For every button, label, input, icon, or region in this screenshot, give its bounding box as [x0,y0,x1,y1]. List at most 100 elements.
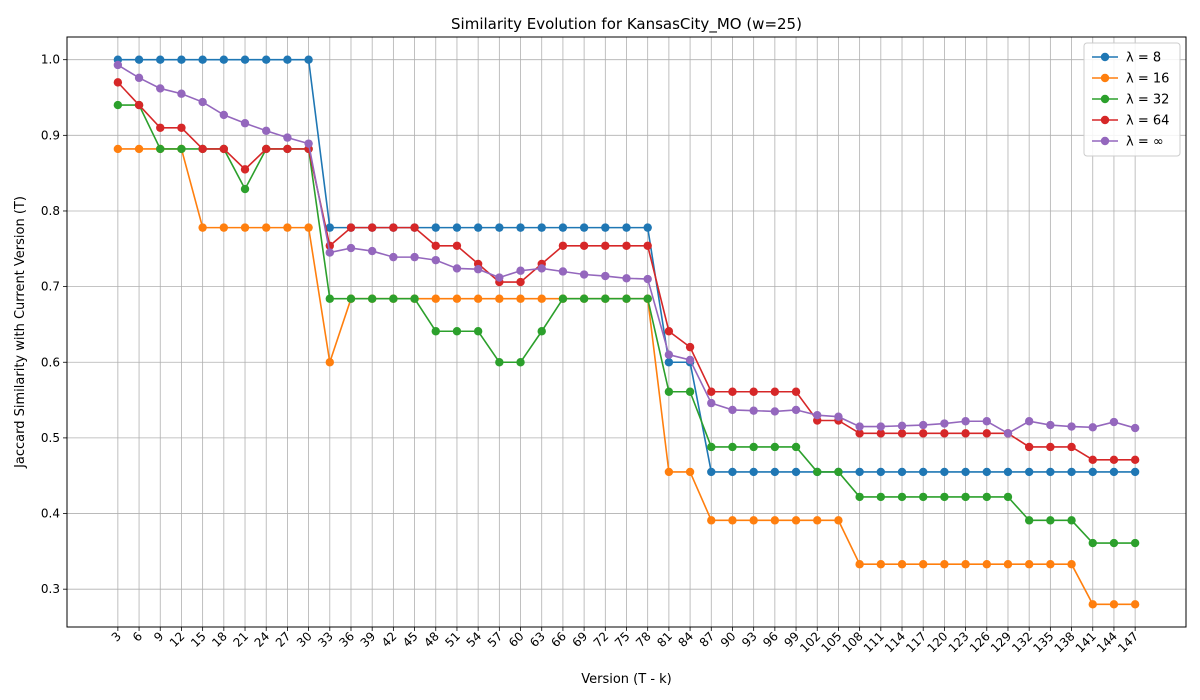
data-point [982,429,991,438]
data-point [389,223,398,232]
data-point [919,560,928,569]
x-tick-label: 144 [1094,629,1120,655]
data-point [749,516,758,525]
legend-marker [1100,73,1110,83]
data-point [537,294,546,303]
data-point [601,223,610,232]
data-point [240,119,250,128]
data-point [304,139,313,148]
y-tick-label: 0.6 [41,355,60,369]
data-point [982,417,991,426]
data-point [897,492,907,502]
x-tick-label: 105 [818,629,844,655]
data-point [897,560,907,569]
x-tick-label: 111 [861,629,887,655]
data-point [1109,417,1119,427]
data-point [728,442,737,452]
data-point [1088,423,1097,432]
data-point [1130,600,1140,609]
data-point [664,358,674,367]
data-point [134,144,144,154]
x-tick-label: 102 [797,629,823,655]
x-tick-label: 87 [697,629,718,650]
x-axis: 3 6 9 12 15 18 21 24 27 30 33 36 39 42 45 48 51 54 57 60 63 6… [109,627,1141,655]
data-point [770,407,780,416]
x-tick-label: 6 [130,629,145,644]
data-point [452,223,462,232]
data-point [940,467,949,477]
data-point [813,516,822,525]
data-point [791,405,801,415]
legend-label: λ = 32 [1126,93,1169,108]
data-point [473,327,483,336]
x-tick-label: 123 [946,629,972,655]
series-5 [113,60,1140,438]
data-point [982,560,991,569]
data-point [367,294,377,303]
data-point [473,294,483,303]
x-tick-label: 129 [988,629,1014,655]
data-point [940,429,949,438]
x-tick-label: 114 [882,629,908,655]
data-point [685,387,695,396]
data-point [452,241,462,250]
data-point [262,126,271,135]
data-point [1046,442,1055,452]
data-point [834,412,843,421]
data-point [749,387,758,396]
data-point [537,264,546,273]
y-tick-label: 0.8 [41,204,60,218]
x-tick-label: 135 [1030,629,1056,655]
data-point [855,422,864,431]
data-point [728,467,737,477]
data-point [431,255,440,265]
data-point [367,223,377,232]
data-point [1130,538,1140,548]
data-point [1046,516,1055,525]
data-point [749,467,758,477]
x-tick-label: 117 [903,629,929,655]
data-point [707,467,716,477]
x-tick-label: 63 [527,629,548,650]
x-tick-label: 141 [1073,629,1099,655]
data-point [897,467,907,477]
data-point [473,265,483,274]
data-point [283,144,292,154]
data-point [982,492,991,502]
data-point [389,252,398,262]
data-point [1024,560,1034,569]
data-point [855,467,864,477]
data-point [961,467,970,477]
data-point [643,274,652,284]
data-point [622,241,631,250]
data-point [685,355,695,365]
data-point [240,55,250,64]
data-point [156,144,165,154]
x-tick-label: 15 [188,629,209,650]
x-tick-label: 54 [464,629,485,650]
data-point [113,100,123,110]
data-point [516,223,525,232]
x-tick-label: 81 [654,629,675,650]
data-point [240,184,250,194]
x-tick-label: 33 [315,629,336,650]
data-point [452,294,462,303]
data-point [643,294,652,303]
x-tick-label: 75 [612,629,633,650]
data-point [198,55,207,64]
data-point [601,294,610,303]
data-point [367,246,377,256]
y-axis-label: Jaccard Similarity with Current Version … [13,196,28,469]
data-point [791,516,801,525]
data-point [1109,467,1119,477]
data-point [961,560,970,569]
data-point [961,417,970,426]
x-tick-label: 39 [358,629,379,650]
data-point [813,411,822,420]
data-point [1088,455,1097,465]
legend-marker [1100,136,1110,146]
data-point [558,294,568,303]
data-point [749,442,758,452]
x-tick-label: 147 [1115,629,1141,655]
